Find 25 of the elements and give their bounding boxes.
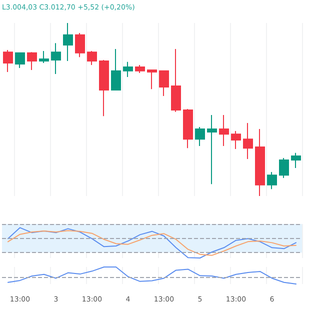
candlestick bbox=[39, 50, 49, 64]
candlestick bbox=[63, 22, 73, 62]
candlestick bbox=[219, 114, 229, 147]
candlestick bbox=[183, 108, 193, 149]
candlestick bbox=[147, 70, 157, 90]
candlestick bbox=[207, 114, 217, 185]
candlestick bbox=[75, 32, 85, 58]
candlestick bbox=[15, 52, 25, 68]
candlestick bbox=[87, 50, 97, 66]
candlestick bbox=[111, 48, 121, 90]
candlestick bbox=[279, 157, 289, 179]
candlestick bbox=[99, 60, 109, 117]
candlestick bbox=[267, 171, 277, 190]
candlestick bbox=[171, 48, 181, 112]
candlestick bbox=[231, 130, 241, 150]
candlestick bbox=[195, 126, 205, 147]
candlestick bbox=[291, 152, 301, 168]
candlestick bbox=[159, 70, 169, 97]
candlestick bbox=[123, 61, 133, 78]
candlestick bbox=[27, 52, 37, 71]
candlestick bbox=[51, 42, 61, 75]
candlestick bbox=[3, 49, 13, 72]
candlestick bbox=[135, 64, 145, 74]
candlestick bbox=[243, 122, 253, 160]
candlestick bbox=[255, 128, 265, 196]
